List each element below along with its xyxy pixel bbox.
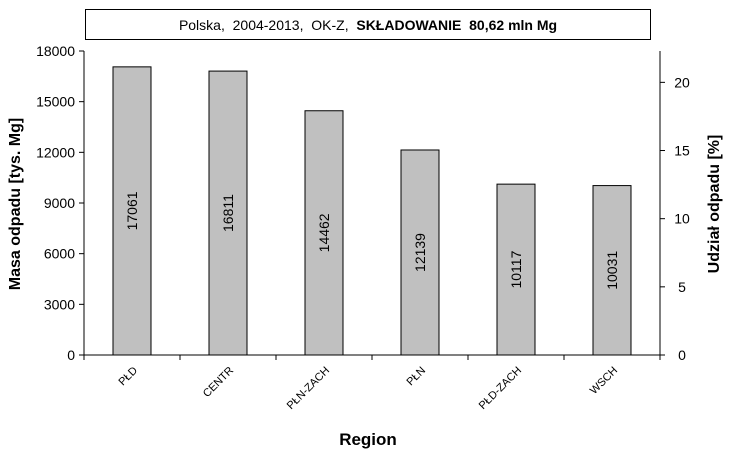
y-tick-label: 15000: [36, 94, 75, 110]
x-tick-label: WSCH: [588, 365, 620, 397]
bar-płd-zach: [496, 183, 536, 356]
y2-tick-label: 10: [674, 211, 690, 227]
y-tick-label: 0: [67, 347, 75, 363]
bar-value-label: 16811: [220, 194, 236, 232]
y-tick-label: 12000: [36, 144, 75, 160]
y-tick-label: 6000: [44, 246, 75, 262]
y2-tick-label: 15: [674, 143, 690, 159]
y-tick-label: 3000: [44, 296, 75, 312]
y2-tick-label: 0: [678, 347, 686, 363]
y-axis-label: Masa odpadu [tys. Mg]: [7, 118, 24, 290]
chart-title: Polska, 2004-2013, OK-Z, SKŁADOWANIE 80,…: [85, 9, 651, 40]
chart-title-bold: SKŁADOWANIE 80,62 mln Mg: [356, 16, 558, 33]
x-tick-label: PŁD: [116, 365, 140, 389]
x-tick-label: PŁN-ZACH: [285, 365, 332, 412]
y2-tick-label: 20: [674, 74, 690, 90]
x-tick-label: CENTR: [201, 365, 236, 400]
x-axis-label: Region: [339, 430, 397, 449]
x-tick-label: PŁN: [404, 365, 428, 389]
y2-axis-label: Udział odpadu [%]: [706, 135, 723, 274]
bar-value-label: 10117: [508, 250, 524, 288]
bar-value-label: 12139: [412, 233, 428, 272]
y-tick-label: 9000: [44, 195, 75, 211]
x-tick-label: PŁD-ZACH: [477, 365, 524, 412]
chart-title-prefix: Polska, 2004-2013, OK-Z,: [178, 16, 357, 33]
bar-płn-zach: [304, 110, 344, 356]
bar-value-label: 10031: [604, 251, 620, 290]
bar-płd: [112, 66, 152, 356]
y-tick-label: 18000: [36, 43, 75, 59]
bar-value-label: 17061: [124, 191, 140, 230]
y2-tick-label: 5: [678, 279, 686, 295]
bar-value-label: 14462: [316, 213, 332, 252]
